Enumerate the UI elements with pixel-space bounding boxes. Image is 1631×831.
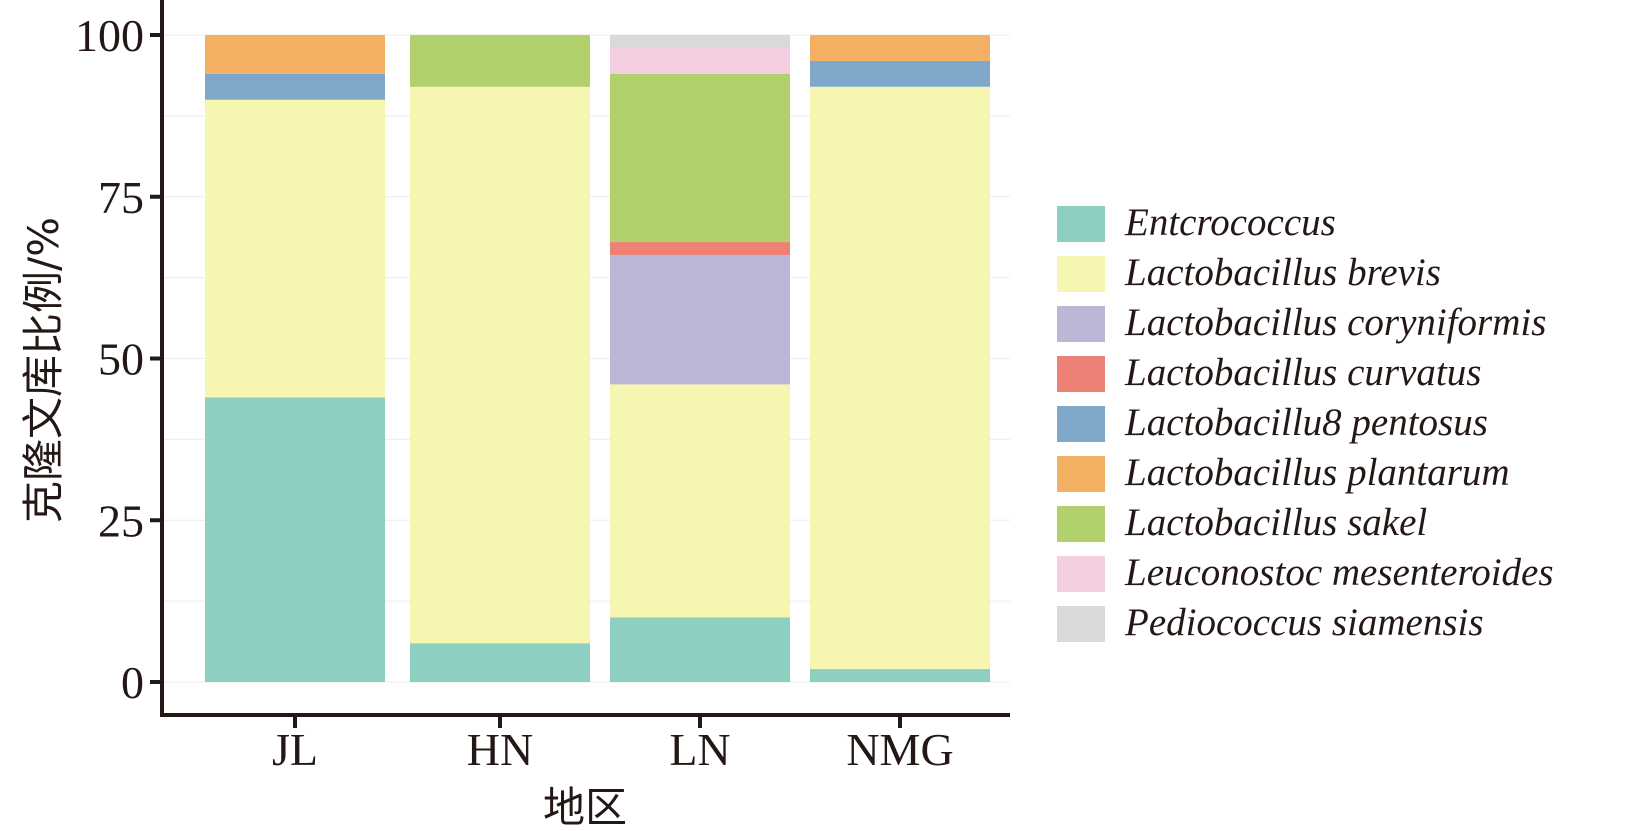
bar-segment <box>810 35 990 61</box>
legend-label: Lactobacillus plantarum <box>1124 451 1510 494</box>
bar-segment <box>610 73 790 243</box>
x-ticks: JL HN LN NMG <box>272 715 954 775</box>
bar-segment <box>610 617 790 682</box>
y-ticks: 0 25 50 75 100 <box>75 10 162 708</box>
legend-swatch <box>1057 356 1105 392</box>
legend-label: Lactobacillu8 pentosus <box>1124 401 1488 444</box>
legend-swatch <box>1057 256 1105 292</box>
x-tick-label: JL <box>272 724 318 775</box>
bar-segment <box>410 86 590 644</box>
y-tick-label: 25 <box>98 495 144 546</box>
bar-segment <box>610 254 790 385</box>
bar-segment <box>410 35 590 87</box>
legend-label: Lactobacillus sakel <box>1124 501 1427 544</box>
legend-swatch <box>1057 406 1105 442</box>
bar-segment <box>610 47 790 74</box>
bar-segment <box>610 35 790 48</box>
x-tick-label: NMG <box>846 724 953 775</box>
y-tick-label: 0 <box>121 657 144 708</box>
legend-label: Lactobacillus brevis <box>1124 251 1441 294</box>
bar-segment <box>810 669 990 682</box>
legend-swatch <box>1057 606 1105 642</box>
legend-swatch <box>1057 206 1105 242</box>
bar-segment <box>205 35 385 74</box>
x-tick-label: LN <box>669 724 730 775</box>
bars <box>205 35 990 682</box>
legend-swatch <box>1057 306 1105 342</box>
bar-segment <box>205 99 385 398</box>
bar-segment <box>610 242 790 255</box>
bar-segment <box>810 86 990 670</box>
y-tick-label: 50 <box>98 334 144 385</box>
legend-label: Pediococcus siamensis <box>1124 601 1484 644</box>
legend-swatch <box>1057 456 1105 492</box>
legend-swatch <box>1057 556 1105 592</box>
legend-swatch <box>1057 506 1105 542</box>
legend-label: Entcrococcus <box>1124 201 1336 244</box>
bar-segment <box>205 73 385 100</box>
y-tick-label: 100 <box>75 10 144 61</box>
legend-label: Lactobacillus curvatus <box>1124 351 1481 394</box>
bar-segment <box>810 60 990 87</box>
bar-segment <box>610 384 790 618</box>
x-tick-label: HN <box>467 724 533 775</box>
y-tick-label: 75 <box>98 172 144 223</box>
y-axis-title: 克隆文库比例/% <box>19 217 68 523</box>
bar-segment <box>205 397 385 682</box>
x-axis-title: 地区 <box>543 783 627 831</box>
legend: Entcrococcus Lactobacillus brevis Lactobac… <box>1057 201 1554 644</box>
legend-label: Lactobacillus coryniformis <box>1124 301 1546 344</box>
legend-label: Leuconostoc mesenteroides <box>1124 551 1554 594</box>
bar-segment <box>410 643 590 682</box>
